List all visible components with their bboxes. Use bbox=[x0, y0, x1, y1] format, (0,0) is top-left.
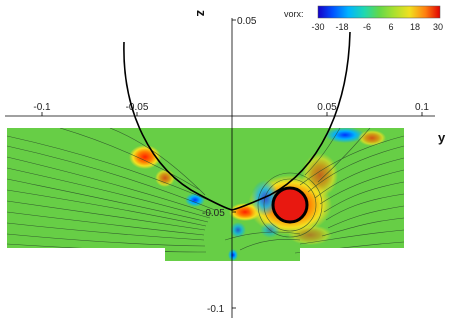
colorbar-title: vorx: bbox=[284, 9, 304, 19]
y-axis-label: z bbox=[194, 10, 209, 17]
y-tick-label: -0.1 bbox=[207, 304, 225, 315]
colorbar-tick: 18 bbox=[410, 22, 420, 32]
x-tick-label: 0.05 bbox=[317, 102, 337, 113]
x-tick-label: -0.05 bbox=[126, 102, 149, 113]
colorbar-gradient bbox=[317, 5, 441, 19]
x-tick-labels: -0.1 -0.05 0.05 0.1 bbox=[33, 102, 429, 113]
axes bbox=[5, 18, 435, 318]
axis-ticks bbox=[41, 19, 423, 309]
colorbar-tick: -30 bbox=[311, 22, 324, 32]
y-tick-label: 0.05 bbox=[237, 16, 257, 27]
colorbar-tick: -18 bbox=[335, 22, 348, 32]
cylinder-marker bbox=[271, 186, 309, 224]
x-tick-label: -0.1 bbox=[33, 102, 51, 113]
x-tick-label: 0.1 bbox=[415, 102, 429, 113]
y-tick-label: -0.05 bbox=[202, 208, 225, 219]
colorbar-tick: -6 bbox=[363, 22, 371, 32]
x-axis-label: y bbox=[438, 130, 446, 145]
colorbar-tick: 6 bbox=[388, 22, 393, 32]
vorticity-field bbox=[7, 128, 404, 261]
hull-curve bbox=[123, 31, 351, 211]
y-tick-labels: 0.05 -0.05 -0.1 bbox=[202, 16, 257, 315]
colorbar-tick: 30 bbox=[433, 22, 443, 32]
colorbar: vorx: -30 -18 -6 6 18 30 bbox=[284, 5, 443, 32]
